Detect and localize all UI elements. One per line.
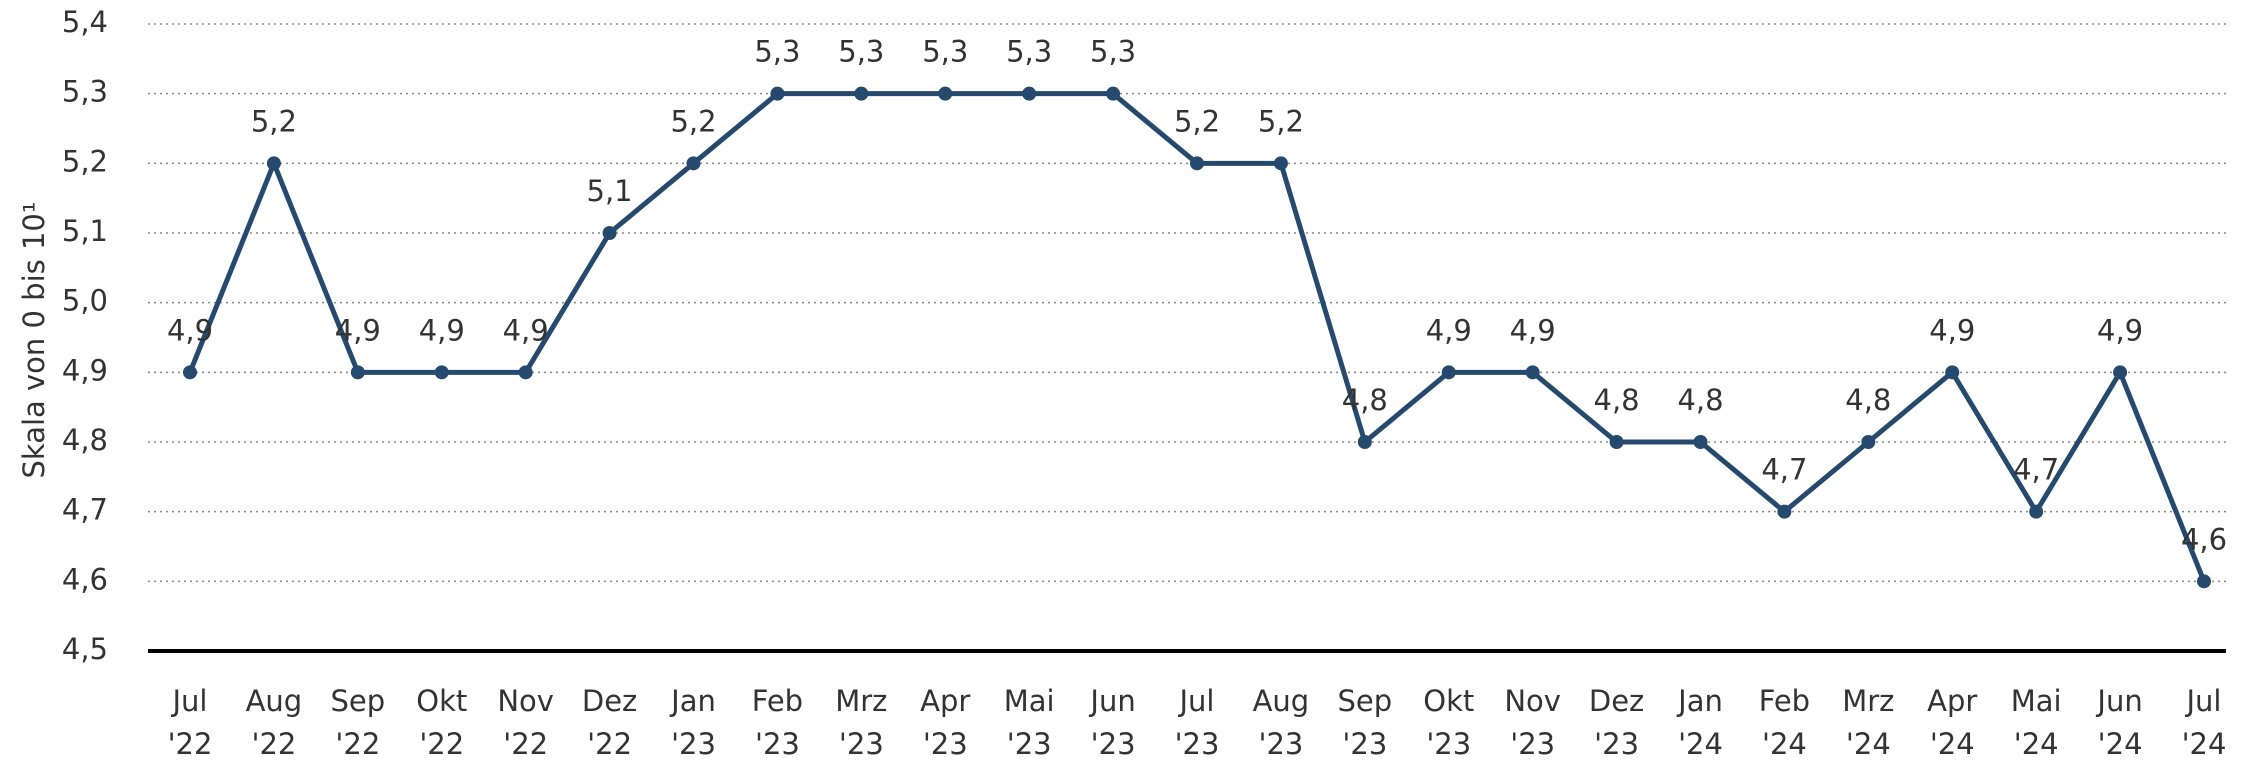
data-label: 4,9 [2097, 313, 2143, 347]
point [854, 86, 869, 101]
y-tick-label: 5,0 [62, 284, 108, 318]
data-label: 5,3 [1006, 35, 1052, 69]
point [1609, 435, 1624, 449]
y-tick-label: 5,3 [62, 75, 108, 109]
x-tick-label: Mrz '24 [1842, 684, 1894, 761]
point [1190, 156, 1204, 171]
data-label: 5,1 [587, 174, 633, 208]
point [770, 86, 785, 101]
point [2197, 574, 2211, 589]
point [350, 365, 365, 380]
x-tick-label: Jan '23 [669, 684, 716, 761]
x-tick-label: Nov '22 [497, 684, 554, 761]
x-tick-label: Jul '22 [168, 684, 213, 761]
data-label: 4,8 [1342, 383, 1388, 417]
data-label: 4,9 [1510, 313, 1556, 347]
point [1441, 365, 1456, 380]
point [1777, 504, 1792, 519]
point [1525, 365, 1540, 380]
x-tick-label: Feb '23 [752, 684, 803, 761]
x-tick-label: Jul '23 [1175, 684, 1220, 761]
point [1022, 86, 1037, 101]
data-label: 5,2 [251, 104, 297, 138]
point [686, 156, 701, 171]
data-label: 5,3 [838, 35, 884, 69]
data-label: 4,8 [1845, 383, 1891, 417]
data-label: 4,9 [167, 313, 213, 347]
data-label: 4,8 [1594, 383, 1640, 417]
point [2029, 504, 2044, 519]
x-tick-label: Sep '22 [330, 684, 385, 761]
x-tick-label: Jun '23 [1088, 684, 1135, 761]
y-tick-label: 4,5 [62, 632, 108, 666]
data-label: 5,2 [1174, 104, 1220, 138]
y-tick-label: 4,8 [62, 423, 108, 457]
data-label: 4,9 [1929, 313, 1975, 347]
y-tick-label: 4,6 [62, 562, 108, 596]
x-tick-label: Dez '23 [1589, 684, 1644, 761]
point [1945, 365, 1960, 380]
data-label: 4,9 [419, 313, 465, 347]
x-tick-label: Okt '23 [1423, 684, 1474, 761]
point [602, 226, 617, 240]
point [434, 365, 449, 380]
y-tick-label: 4,9 [62, 353, 108, 387]
point [1693, 435, 1708, 449]
y-tick-label: 5,2 [62, 144, 108, 178]
x-tick-label: Jun '24 [2095, 684, 2142, 761]
x-tick-label: Jul '24 [2182, 684, 2227, 761]
point [938, 86, 953, 101]
x-tick-label: Mai '24 [2011, 684, 2062, 761]
x-tick-label: Nov '23 [1504, 684, 1561, 761]
data-label: 4,9 [335, 313, 381, 347]
data-label: 5,2 [1258, 104, 1304, 138]
x-tick-label: Sep '23 [1337, 684, 1392, 761]
point [1861, 435, 1876, 449]
data-label: 4,9 [1426, 313, 1472, 347]
data-label: 4,6 [2181, 522, 2227, 556]
data-label: 5,3 [754, 35, 800, 69]
x-tick-label: Aug '23 [1253, 684, 1310, 761]
y-tick-label: 5,1 [62, 214, 108, 248]
x-tick-label: Jan '24 [1676, 684, 1723, 761]
point [1357, 435, 1372, 449]
x-tick-label: Feb '24 [1759, 684, 1810, 761]
y-tick-label: 4,7 [62, 493, 108, 527]
point [518, 365, 533, 380]
data-label: 4,8 [1677, 383, 1723, 417]
y-tick-label: 5,4 [62, 5, 108, 39]
point [1273, 156, 1288, 171]
x-tick-label: Mrz '23 [835, 684, 887, 761]
x-tick-label: Aug '22 [246, 684, 303, 761]
data-label: 4,9 [503, 313, 549, 347]
x-tick-label: Mai '23 [1004, 684, 1055, 761]
data-label: 5,3 [922, 35, 968, 69]
point [183, 365, 197, 380]
y-axis-label: Skala von 0 bis 10¹ [17, 201, 51, 478]
x-tick-label: Dez '22 [582, 684, 637, 761]
x-tick-label: Okt '22 [416, 684, 467, 761]
point [2113, 365, 2128, 380]
data-label: 4,7 [2013, 453, 2059, 487]
data-label: 4,7 [1761, 453, 1807, 487]
point [266, 156, 281, 171]
x-tick-label: Apr '23 [920, 684, 970, 761]
data-label: 5,3 [1090, 35, 1136, 69]
data-label: 5,2 [670, 104, 716, 138]
x-tick-label: Apr '24 [1927, 684, 1977, 761]
point [1106, 86, 1121, 101]
